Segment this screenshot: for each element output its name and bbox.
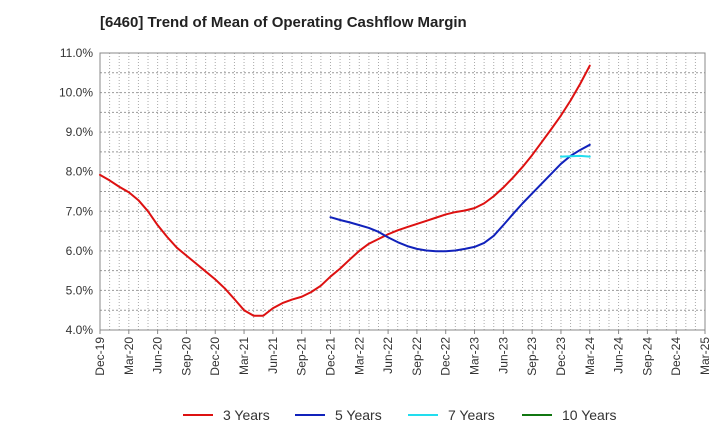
x-tick-label: Jun-23: [496, 337, 510, 374]
legend-label: 3 Years: [223, 407, 270, 423]
chart-title: [6460] Trend of Mean of Operating Cashfl…: [100, 14, 467, 31]
y-tick-label: 8.0%: [66, 165, 94, 179]
series-line-3-years: [99, 64, 591, 317]
legend: 3 Years 5 Years 7 Years 10 Years: [183, 407, 617, 423]
x-tick-label: Sep-22: [410, 337, 424, 376]
x-tick-label: Sep-20: [179, 337, 193, 376]
x-tick-label: Mar-25: [698, 337, 712, 375]
x-tick-label: Sep-23: [525, 337, 539, 376]
y-tick-label: 5.0%: [66, 283, 94, 297]
x-tick-label: Mar-23: [468, 337, 482, 375]
y-tick-label: 6.0%: [66, 244, 94, 258]
x-tick-label: Mar-22: [352, 337, 366, 375]
series-lines: [99, 64, 591, 317]
legend-label: 7 Years: [448, 407, 495, 423]
x-tick-label: Jun-24: [612, 337, 626, 374]
x-tick-label: Sep-24: [640, 337, 654, 376]
x-tick-label: Sep-21: [295, 337, 309, 376]
x-tick-label: Dec-19: [93, 337, 107, 376]
axes: 4.0% 5.0% 6.0% 7.0% 8.0% 9.0% 10.0% 11.0% Dec-19…: [59, 46, 712, 376]
series-line-7-years: [559, 154, 591, 158]
x-tick-label: Mar-21: [237, 337, 251, 375]
y-tick-label: 9.0%: [66, 125, 94, 139]
x-tick-label: Dec-23: [554, 337, 568, 376]
series-line-5-years: [329, 143, 591, 253]
x-tick-label: Mar-24: [583, 337, 597, 375]
legend-label: 10 Years: [562, 407, 617, 423]
x-tick-label: Mar-20: [122, 337, 136, 375]
x-tick-label: Dec-21: [323, 337, 337, 376]
x-tick-label: Dec-22: [439, 337, 453, 376]
y-tick-label: 10.0%: [59, 86, 93, 100]
x-tick-label: Dec-20: [208, 337, 222, 376]
y-tick-label: 11.0%: [60, 46, 93, 60]
plot-frame: [99, 52, 706, 331]
x-tick-label: Jun-21: [266, 337, 280, 374]
y-tick-label: 7.0%: [66, 204, 94, 218]
x-tick-label: Dec-24: [669, 337, 683, 376]
grid: [100, 53, 705, 330]
x-tick-label: Jun-20: [151, 337, 165, 374]
legend-label: 5 Years: [335, 407, 382, 423]
y-tick-label: 4.0%: [66, 323, 94, 337]
x-tick-label: Jun-22: [381, 337, 395, 374]
